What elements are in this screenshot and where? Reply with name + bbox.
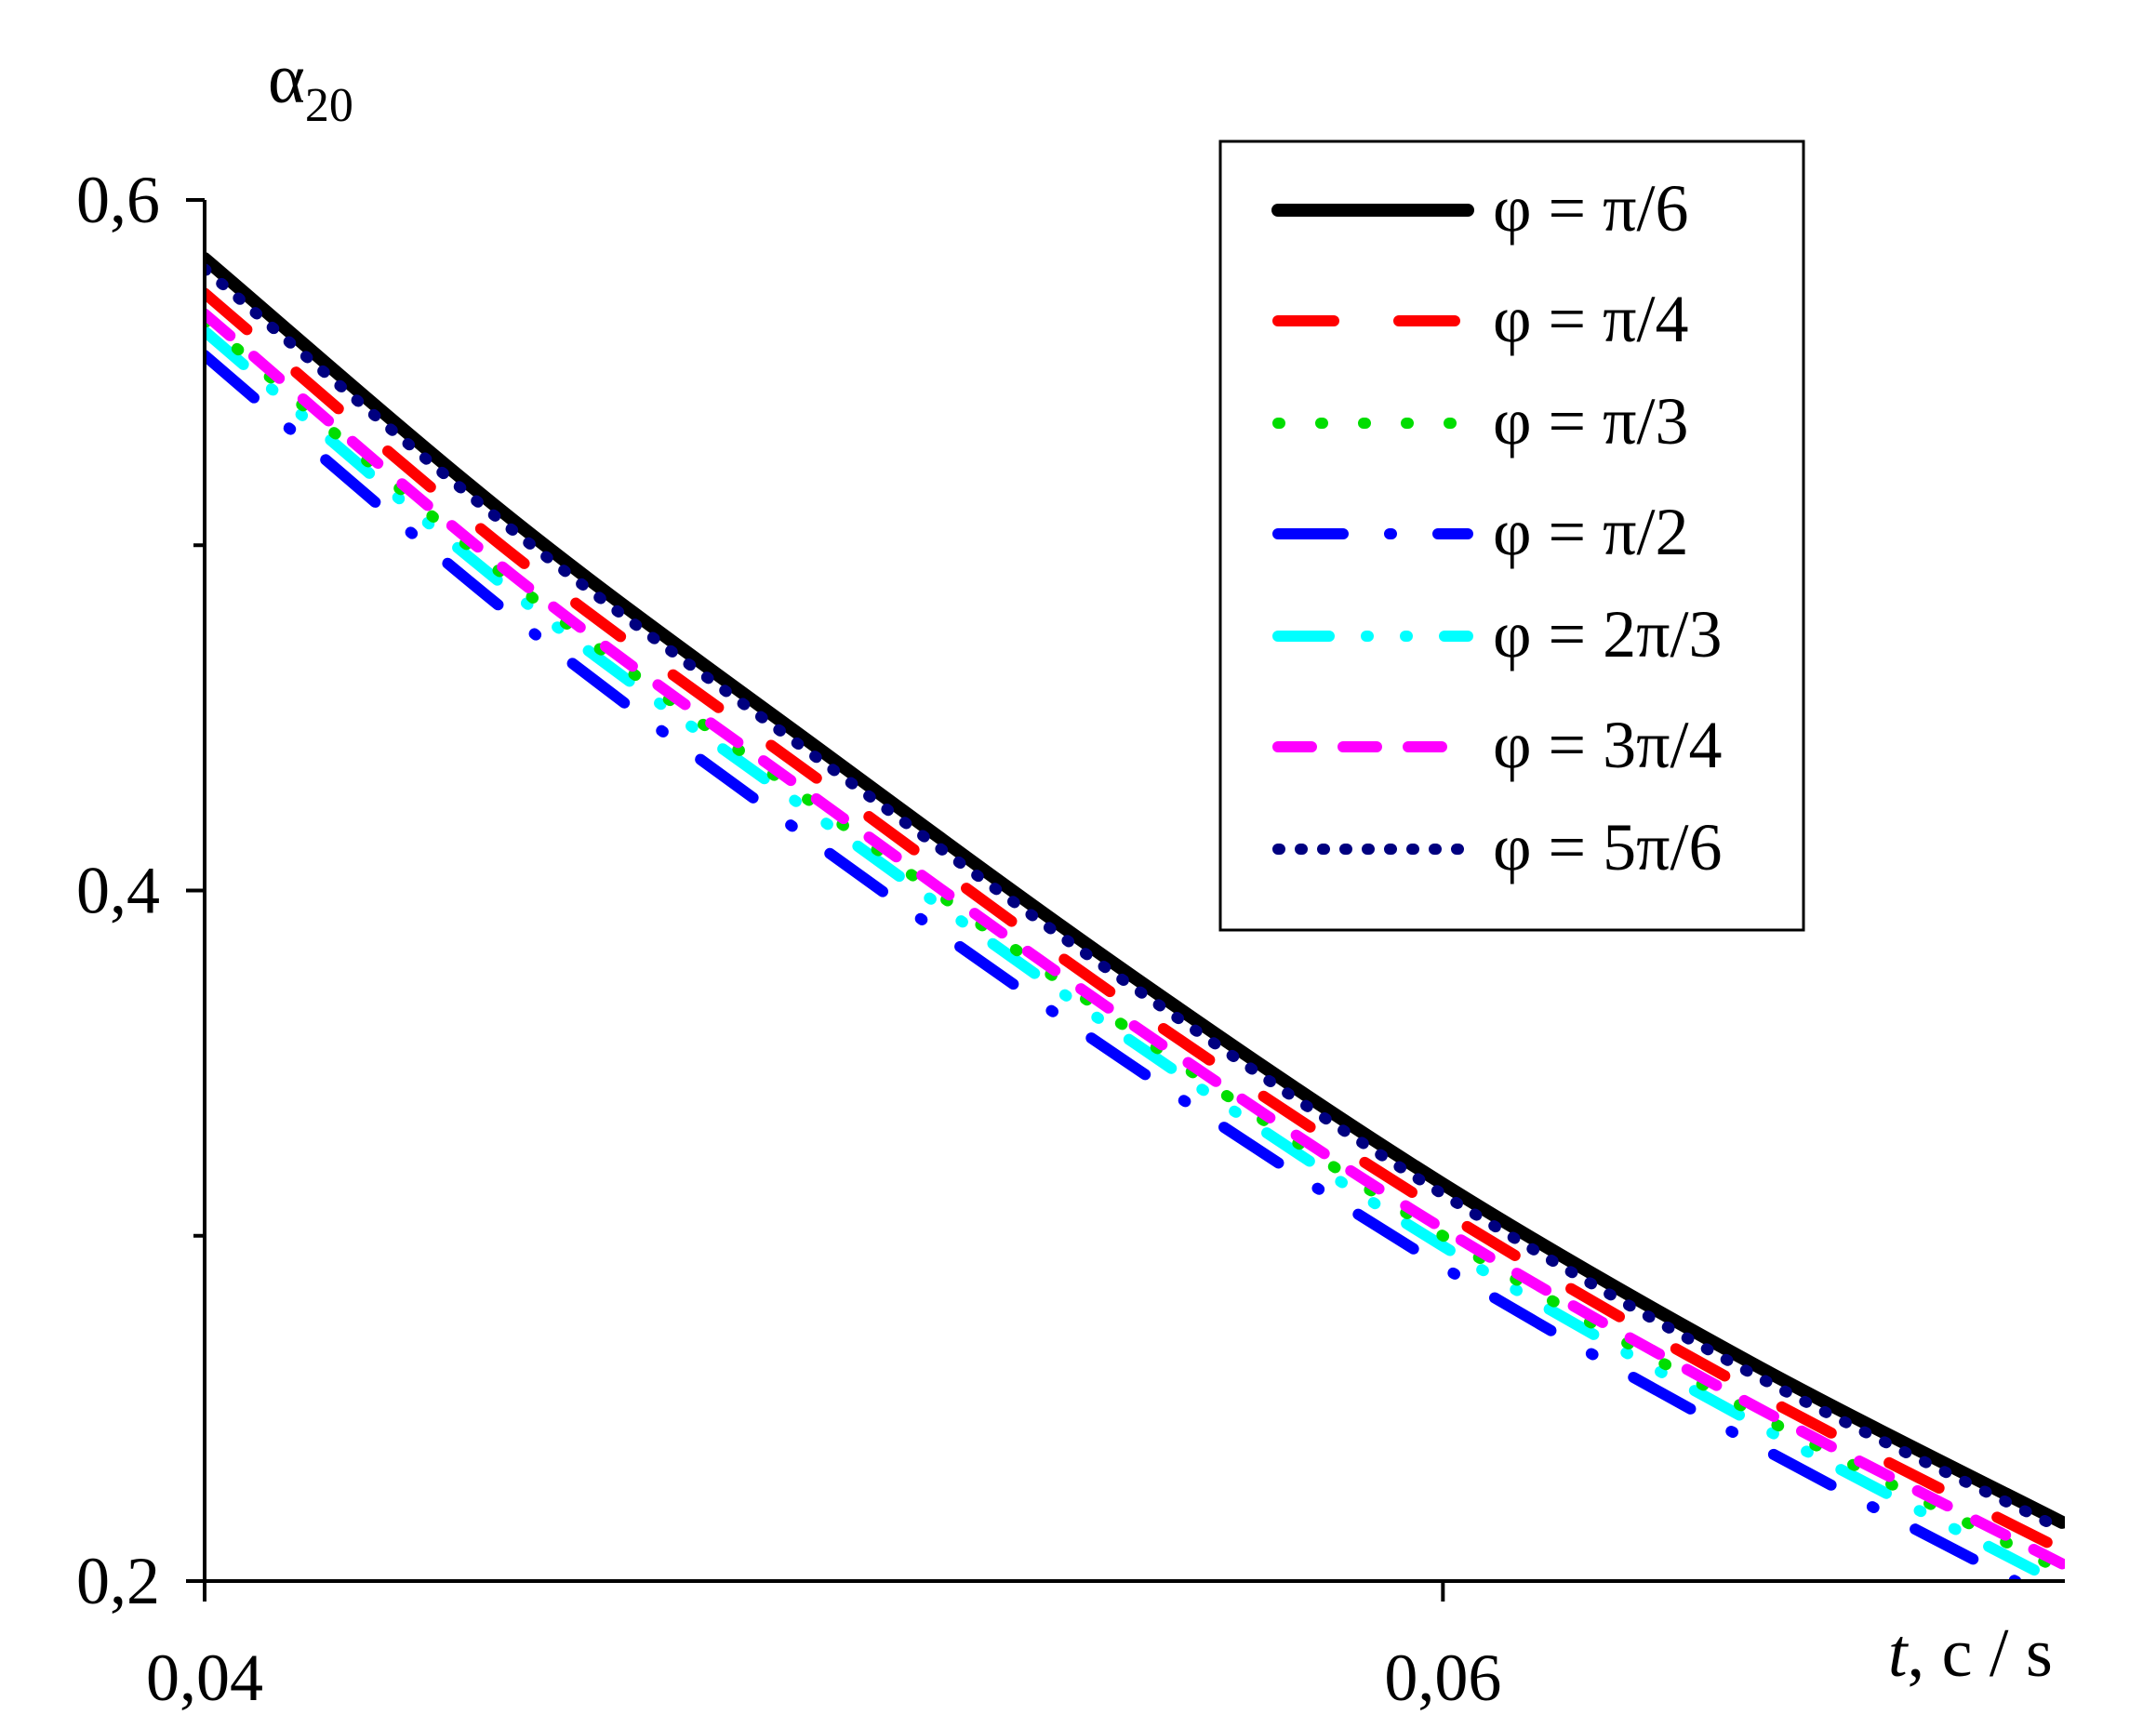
legend-label: φ = π/6 <box>1493 171 1689 246</box>
y-tick-label: 0,6 <box>76 163 160 237</box>
legend-item: φ = π/6 <box>1271 171 1689 246</box>
legend-label: φ = π/2 <box>1493 495 1689 569</box>
legend-item: φ = 2π/3 <box>1272 597 1723 671</box>
legend-label: φ = 3π/4 <box>1493 708 1723 782</box>
y-tick-label: 0,2 <box>76 1544 160 1618</box>
x-tick-label: 0,04 <box>146 1641 263 1715</box>
legend-label: φ = π/4 <box>1493 282 1689 356</box>
series-line-6 <box>205 308 2065 1570</box>
series-line-1 <box>205 252 2065 1529</box>
series-line-5 <box>205 326 2065 1583</box>
series-line-3 <box>205 314 2065 1576</box>
legend: φ = π/6 φ = π/4 φ = π/3 φ = π/2 φ = 2π/3 φ = … <box>1271 171 1723 884</box>
legend-label: φ = 5π/6 <box>1493 810 1723 884</box>
legend-item: φ = π/3 <box>1272 384 1689 459</box>
y-axis-label: α20 <box>268 40 353 132</box>
plot-area <box>205 252 2065 1583</box>
series-line-7 <box>205 263 2065 1535</box>
x-tick-label: 0,06 <box>1384 1641 1501 1715</box>
y-tick-label: 0,4 <box>76 854 160 928</box>
series-line-2 <box>205 287 2065 1556</box>
x-axis-label: t, c / s <box>1888 1615 2053 1692</box>
legend-label: φ = 2π/3 <box>1493 597 1723 671</box>
legend-item: φ = π/4 <box>1272 282 1689 356</box>
series-line-4 <box>205 350 2031 1583</box>
legend-label: φ = π/3 <box>1493 384 1689 459</box>
legend-item: φ = π/2 <box>1272 495 1689 569</box>
legend-item: φ = 5π/6 <box>1272 810 1723 884</box>
legend-item: φ = 3π/4 <box>1272 708 1723 782</box>
